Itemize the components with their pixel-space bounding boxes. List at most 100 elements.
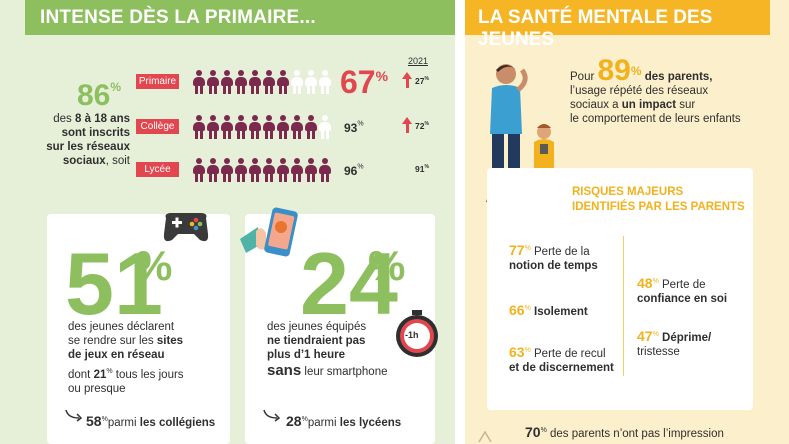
bottom-unit: % xyxy=(540,427,547,434)
level-value-unit: % xyxy=(375,68,389,84)
card2-text: des jeunes équipés ne tiendraient pas pl… xyxy=(267,320,417,379)
card2-pct-value: 24 xyxy=(300,234,398,333)
risks-title: RISQUES MAJEURS IDENTIFIÉS PAR LES PAREN… xyxy=(572,185,745,215)
right-top-l3-bold: un impact xyxy=(621,99,677,111)
card2-foot: 28%parmi les lycéens xyxy=(286,413,401,430)
card1-l4-pre: dont xyxy=(68,368,94,381)
person-empty-icon xyxy=(305,70,317,94)
level-value-unit: % xyxy=(357,163,364,171)
risk-num: 66 xyxy=(509,301,525,318)
timer-label: -1h xyxy=(405,330,419,340)
person-filled-icon xyxy=(291,115,303,139)
person-filled-icon xyxy=(221,70,233,94)
person-filled-icon xyxy=(193,70,205,94)
level-prev-number: 72 xyxy=(415,121,425,131)
bottom-stat: 70% des parents n’ont pas l’impression xyxy=(525,424,724,441)
right-header-band xyxy=(465,0,770,35)
person-filled-icon xyxy=(235,115,247,139)
risk-unit: % xyxy=(524,305,531,312)
card1-pct-sign: % xyxy=(135,242,173,289)
level-prev: 27% xyxy=(415,76,429,86)
card1-pct-value: 51 xyxy=(65,234,163,333)
risk-num: 48 xyxy=(637,274,653,291)
card1-pct: 51 xyxy=(65,240,163,328)
card2-foot-pre: parmi xyxy=(307,416,340,429)
level-badge: Lycée xyxy=(136,162,179,177)
person-filled-icon xyxy=(249,158,261,182)
person-filled-icon xyxy=(305,158,317,182)
person-filled-icon xyxy=(277,158,289,182)
card1-foot-unit: % xyxy=(101,416,108,423)
card2-l4-bold: sans xyxy=(267,362,302,379)
year-label: 2021 xyxy=(408,56,429,66)
card1-l3-bold: de jeux en réseau xyxy=(68,349,165,361)
bottom-num: 70 xyxy=(525,423,541,440)
person-filled-icon xyxy=(319,158,331,182)
person-filled-icon xyxy=(207,158,219,182)
intro-l1-bold: 8 à 18 ans xyxy=(75,113,130,125)
card2-pct: 24 xyxy=(300,240,398,328)
card2-foot-unit: % xyxy=(301,416,308,423)
risks-card xyxy=(487,168,753,410)
risk-num: 47 xyxy=(637,327,653,344)
card-games xyxy=(47,214,230,444)
person-filled-icon xyxy=(221,115,233,139)
risk-item: 77% Perte de la notion de temps xyxy=(509,242,621,273)
card1-foot-pre: parmi xyxy=(107,416,140,429)
right-top-pre: Pour xyxy=(570,71,598,83)
risk-label-b: et de discernement xyxy=(509,361,614,374)
level-prev-unit: % xyxy=(424,164,429,171)
level-value-number: 67 xyxy=(340,64,376,100)
intro-l4-bold: sociaux xyxy=(62,155,106,167)
card2-l1: des jeunes équipés xyxy=(267,321,367,333)
person-empty-icon xyxy=(319,115,331,139)
risk-label-a: Isolement xyxy=(530,305,588,318)
right-top-l3-rest: sur xyxy=(676,99,696,111)
risk-num: 77 xyxy=(509,241,525,258)
risk-item: 47% Déprime/tristesse xyxy=(637,328,749,359)
right-top-l2: l’usage répété des réseaux xyxy=(570,85,709,97)
intro-pct-value: 86 xyxy=(77,79,111,112)
level-prev-number: 27 xyxy=(415,76,425,86)
intro-text: des 8 à 18 ans sont inscrits sur les rés… xyxy=(40,112,130,168)
people-row xyxy=(193,70,331,94)
left-header-band xyxy=(25,0,455,35)
risks-divider xyxy=(623,236,624,376)
person-empty-icon xyxy=(319,70,331,94)
curved-arrow-icon xyxy=(65,409,83,422)
risk-label-a: Perte de xyxy=(658,278,706,291)
right-top-after: des parents, xyxy=(641,71,713,83)
risk-item: 63% Perte de recul et de discernement xyxy=(509,344,621,375)
card1-l1: des jeunes déclarent xyxy=(68,321,175,333)
intro-l4-rest: , soit xyxy=(105,155,130,167)
risk-label-b: notion de temps xyxy=(509,259,598,272)
risk-item: 48% Perte de confiance en soi xyxy=(637,275,749,306)
intro-l1-pre: des xyxy=(53,113,76,125)
person-filled-icon xyxy=(249,70,261,94)
level-prev-unit: % xyxy=(424,76,429,83)
person-filled-icon xyxy=(221,158,233,182)
card2-l3-bold: plus d’1 heure xyxy=(267,349,345,361)
level-value: 67% xyxy=(340,64,388,101)
person-filled-icon xyxy=(263,158,275,182)
card2-pct-sign: % xyxy=(368,242,406,289)
person-filled-icon xyxy=(263,115,275,139)
intro-l2: sont inscrits xyxy=(61,127,130,139)
level-prev: 91% xyxy=(415,164,429,174)
risk-unit: % xyxy=(524,245,531,252)
risk-label-b: tristesse xyxy=(637,345,680,358)
card2-l2-bold: ne tiendraient pas xyxy=(267,335,366,347)
level-value-number: 96 xyxy=(344,164,358,178)
risks-title-1: RISQUES MAJEURS xyxy=(572,186,684,198)
card1-l4-unit: % xyxy=(106,368,113,375)
risk-num: 63 xyxy=(509,343,525,360)
intro-l3: sur les réseaux xyxy=(46,141,130,153)
card1-foot: 58%parmi les collégiens xyxy=(86,413,215,430)
deco-sparkle-icon xyxy=(478,430,492,443)
person-filled-icon xyxy=(207,115,219,139)
person-filled-icon xyxy=(235,70,247,94)
card1-l2-pre: se rendre sur les xyxy=(68,335,157,347)
person-filled-icon xyxy=(235,158,247,182)
card2-foot-bold: les lycéens xyxy=(339,416,402,429)
curved-arrow-icon-2 xyxy=(263,409,281,422)
